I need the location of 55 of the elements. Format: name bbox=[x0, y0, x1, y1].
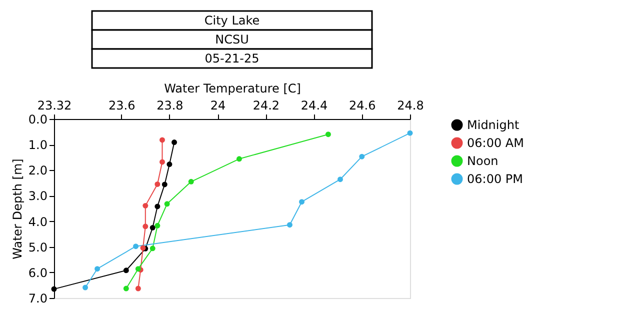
point bbox=[407, 130, 413, 136]
point bbox=[338, 176, 343, 182]
point bbox=[166, 162, 172, 167]
point bbox=[236, 156, 242, 162]
point bbox=[94, 266, 100, 272]
point bbox=[150, 246, 156, 252]
point bbox=[172, 140, 178, 146]
point bbox=[150, 224, 156, 230]
point bbox=[140, 245, 146, 251]
text: 05-21-25 bbox=[204, 52, 260, 66]
point bbox=[162, 182, 168, 188]
point bbox=[142, 224, 148, 230]
y-tick-label: 5.0 bbox=[28, 240, 48, 254]
y-tick-label: 7.0 bbox=[28, 292, 48, 306]
y-tick-label: 4.0 bbox=[28, 214, 48, 229]
y-tick-label: 6.0 bbox=[28, 266, 48, 280]
chart-title: City Lake bbox=[204, 14, 260, 28]
x-axis-title: Water Temperature [C] bbox=[164, 82, 301, 96]
point bbox=[154, 222, 160, 228]
legend-label: Noon bbox=[467, 154, 498, 168]
point bbox=[123, 268, 129, 274]
point bbox=[135, 266, 141, 272]
legend-label: Midnight bbox=[467, 118, 520, 132]
point bbox=[299, 199, 304, 205]
y-tick-label: 0.0 bbox=[28, 112, 48, 126]
x-tick-label: 24.8 bbox=[397, 98, 424, 112]
y-tick-label: 3.0 bbox=[28, 189, 48, 204]
y-tick-label: 1.0 bbox=[28, 138, 48, 152]
y-axis-title: Water Depth [m] bbox=[10, 158, 24, 260]
point bbox=[286, 222, 292, 228]
x-tick-label: 23.8 bbox=[156, 98, 184, 112]
chart-subtitle: NCSU bbox=[215, 32, 249, 46]
point bbox=[154, 181, 160, 187]
point bbox=[188, 178, 194, 184]
point bbox=[160, 159, 165, 165]
point bbox=[160, 137, 165, 143]
point bbox=[51, 286, 57, 292]
point bbox=[154, 204, 160, 210]
point bbox=[142, 202, 148, 208]
legend-label: 06:00 PM bbox=[467, 172, 523, 186]
point bbox=[123, 286, 129, 292]
x-tick-label: 24.6 bbox=[349, 98, 376, 112]
point bbox=[135, 286, 141, 292]
point bbox=[359, 154, 365, 160]
x-tick-label: 23.32 bbox=[37, 98, 72, 112]
point bbox=[325, 132, 331, 138]
y-tick-label: 2.0 bbox=[28, 164, 48, 178]
x-tick-label: 24 bbox=[210, 98, 226, 112]
legend-label: 06:00 AM bbox=[467, 136, 524, 150]
point bbox=[82, 284, 88, 290]
point bbox=[133, 244, 139, 250]
x-tick-label: 23.6 bbox=[108, 98, 136, 112]
x-tick-label: 24.4 bbox=[300, 98, 328, 112]
x-tick-label: 24.2 bbox=[252, 98, 280, 112]
point bbox=[164, 201, 170, 207]
